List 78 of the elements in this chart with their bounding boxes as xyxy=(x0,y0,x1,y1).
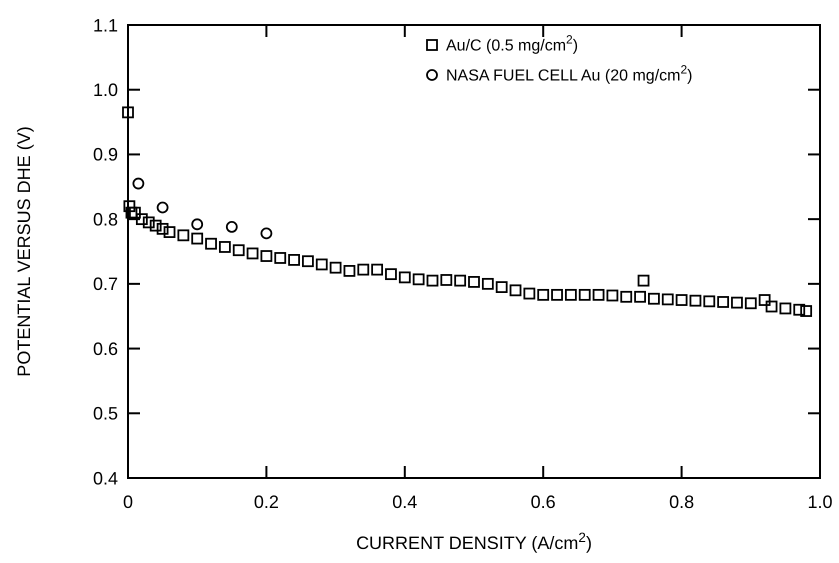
x-axis-title: CURRENT DENSITY (A/cm$^{2}$) xyxy=(356,530,592,553)
point xyxy=(123,200,136,212)
point xyxy=(150,220,162,232)
point xyxy=(454,274,466,287)
point xyxy=(496,281,508,293)
point xyxy=(523,288,536,300)
point xyxy=(620,290,632,303)
point xyxy=(731,296,743,309)
point xyxy=(662,293,674,306)
point xyxy=(744,297,757,310)
point xyxy=(164,226,176,238)
legend-label: Au/C (0.5 mg/cm$^{2}$) xyxy=(446,32,578,55)
point xyxy=(482,278,494,290)
point xyxy=(800,305,812,317)
point xyxy=(156,222,168,235)
x-tick-label: 0.4 xyxy=(392,492,418,512)
point xyxy=(260,250,272,262)
x-tick-label: 0.2 xyxy=(254,492,279,512)
point xyxy=(758,294,771,306)
point xyxy=(142,216,155,228)
point xyxy=(218,241,231,253)
point xyxy=(191,232,204,244)
point xyxy=(690,294,702,307)
point xyxy=(205,238,217,250)
point xyxy=(551,288,563,301)
point xyxy=(793,304,806,316)
x-tick-label: 0.8 xyxy=(669,492,694,512)
point xyxy=(592,288,604,301)
point xyxy=(371,264,384,276)
y-tick-label: 0.7 xyxy=(92,274,118,294)
x-tick-label: 0.6 xyxy=(530,492,556,512)
y-tick-label: 0.4 xyxy=(92,468,118,488)
y-axis-title: POTENTIAL VERSUS DHE (V) xyxy=(14,126,34,377)
legend-label: NASA FUEL CELL Au (20 mg/cm$^{2}$) xyxy=(446,62,692,85)
point xyxy=(426,274,438,287)
point xyxy=(606,290,618,302)
point xyxy=(648,292,660,305)
point xyxy=(766,300,778,312)
point xyxy=(564,288,577,301)
point xyxy=(302,255,314,268)
point xyxy=(330,262,342,274)
point xyxy=(177,229,190,242)
point xyxy=(510,284,522,296)
point xyxy=(638,274,650,287)
point xyxy=(316,258,328,270)
point xyxy=(357,264,370,276)
y-tick-label: 0.9 xyxy=(92,144,118,165)
point xyxy=(191,218,204,230)
point xyxy=(676,294,688,306)
y-tick-label: 1.1 xyxy=(92,15,118,36)
point xyxy=(385,268,397,280)
point xyxy=(122,106,134,118)
point xyxy=(136,213,148,226)
point xyxy=(634,290,646,303)
point xyxy=(226,221,238,233)
y-tick-label: 0.5 xyxy=(92,404,118,424)
point xyxy=(703,295,716,308)
point xyxy=(274,252,286,264)
y-tick-label: 1.0 xyxy=(92,80,118,100)
y-tick-label: 0.8 xyxy=(92,209,118,230)
point xyxy=(537,288,550,301)
point xyxy=(132,178,144,190)
point xyxy=(780,302,792,314)
point xyxy=(246,248,258,260)
point xyxy=(260,227,272,240)
x-tick-label: 0 xyxy=(122,492,134,512)
point xyxy=(578,288,591,301)
x-tick-label: 1.0 xyxy=(807,492,833,512)
point xyxy=(412,273,425,286)
point xyxy=(156,202,168,214)
point xyxy=(440,274,452,286)
y-tick-label: 0.6 xyxy=(92,338,118,359)
point xyxy=(717,296,730,308)
point xyxy=(232,244,245,256)
point xyxy=(398,271,411,284)
point xyxy=(344,265,356,277)
point xyxy=(468,276,480,288)
point xyxy=(288,254,300,266)
